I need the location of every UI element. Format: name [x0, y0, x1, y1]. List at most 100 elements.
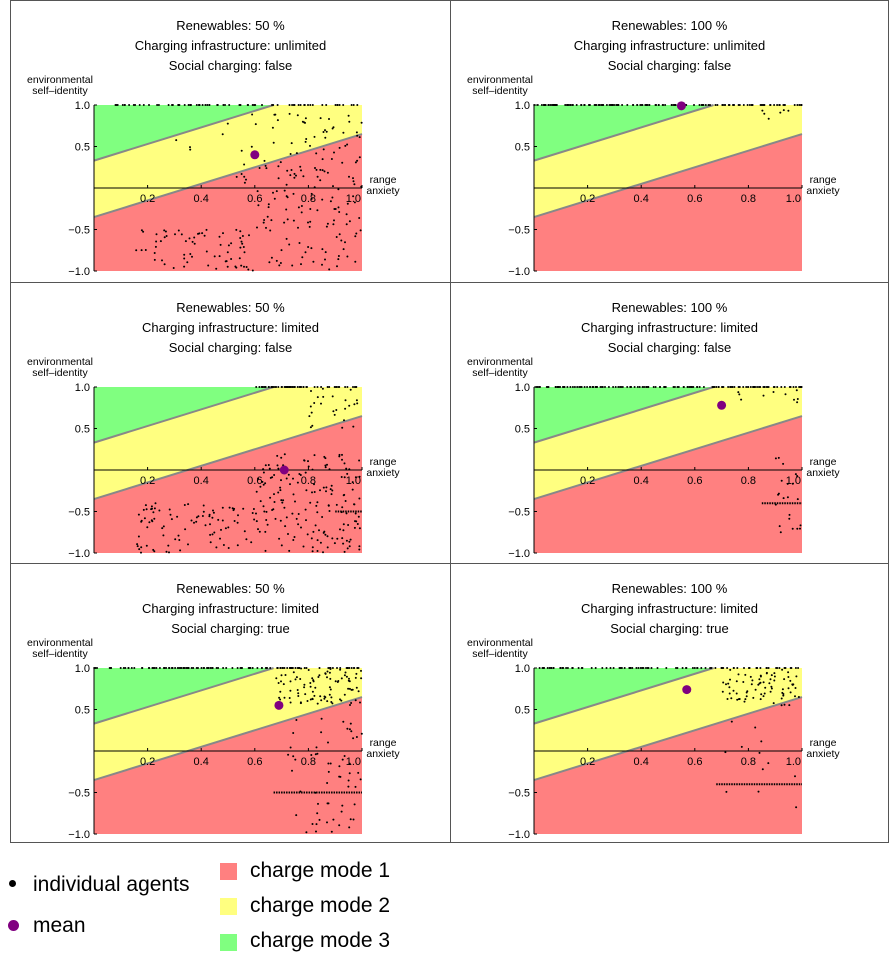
agent-point: [189, 148, 192, 151]
agent-point: [124, 667, 127, 669]
agent-point: [664, 104, 667, 106]
boundary-line: [533, 104, 714, 162]
agent-point: [218, 235, 221, 238]
chart-panel: Renewables: 50 % Charging infrastructure:…: [11, 1, 451, 282]
agent-point: [547, 386, 550, 388]
agent-point: [321, 387, 324, 390]
agent-point: [328, 510, 331, 512]
agent-point: [239, 237, 242, 239]
agent-point: [349, 704, 351, 706]
agent-point: [350, 688, 353, 691]
agent-point: [324, 464, 327, 467]
agent-point: [352, 737, 355, 740]
agent-point: [340, 239, 343, 242]
agent-point: [296, 689, 299, 691]
agent-point: [729, 678, 731, 681]
agent-point: [321, 169, 324, 172]
y-tick-label: 1.0: [515, 382, 530, 394]
agent-point: [545, 386, 548, 388]
scatter-plot: 0.2 0.4 0.6 0.8 1.0 1.0 0.5 −0.5 −1.0 environment…: [27, 356, 400, 560]
agent-point: [320, 717, 323, 720]
agent-point: [773, 104, 776, 106]
agent-point: [311, 104, 314, 106]
agent-point: [348, 404, 351, 407]
agent-point: [144, 249, 147, 251]
agent-point: [137, 513, 140, 516]
agent-point: [346, 143, 349, 146]
agent-point: [235, 175, 238, 178]
agent-point: [740, 398, 743, 401]
agent-point: [278, 264, 281, 267]
mode2-region: [94, 668, 362, 781]
agent-point: [291, 512, 294, 515]
agent-point: [303, 667, 306, 669]
agent-point: [613, 104, 616, 106]
agent-point: [538, 667, 541, 669]
agent-point: [251, 269, 254, 272]
agent-point: [566, 667, 569, 669]
agent-point: [241, 667, 243, 669]
agent-point: [352, 177, 354, 180]
agent-point: [615, 104, 618, 106]
agent-point: [240, 149, 243, 152]
agent-point: [343, 462, 346, 465]
agent-point: [167, 544, 170, 547]
agent-point: [341, 804, 344, 807]
agent-point: [321, 198, 324, 201]
agent-point: [313, 135, 316, 138]
agent-point: [631, 667, 634, 669]
agent-point: [331, 702, 334, 705]
x-tick-label: 0.4: [194, 475, 209, 487]
agent-point: [787, 676, 790, 678]
agent-point: [769, 690, 772, 693]
agent-point: [353, 201, 356, 204]
agent-point: [250, 541, 253, 544]
agent-point: [293, 104, 296, 106]
agent-point: [794, 473, 797, 476]
agent-point: [781, 688, 784, 691]
agent-point: [292, 192, 295, 195]
agent-point: [255, 520, 258, 523]
agent-point: [314, 686, 317, 689]
agent-point: [336, 265, 338, 268]
agent-point: [353, 526, 356, 529]
chart-panel: Renewables: 100 % Charging infrastructure…: [451, 282, 888, 563]
agent-point: [347, 524, 350, 526]
agent-point: [343, 674, 346, 677]
agent-point: [593, 104, 596, 106]
agent-point: [326, 546, 329, 549]
agent-point: [722, 681, 725, 684]
agent-point: [307, 221, 309, 224]
agent-point: [759, 667, 762, 669]
panel-title-line: Renewables: 50 %: [176, 581, 285, 596]
agent-point: [310, 197, 313, 200]
agent-point: [342, 248, 345, 251]
agent-point: [772, 386, 775, 388]
boundary-line: [533, 696, 803, 782]
agent-point: [332, 185, 334, 188]
agent-point: [171, 104, 174, 106]
agent-point: [768, 682, 771, 685]
y-tick-label: −1.0: [508, 266, 530, 278]
agent-point: [779, 531, 782, 534]
agent-point: [276, 119, 279, 122]
agent-point: [336, 667, 338, 669]
agent-point: [183, 265, 186, 268]
agent-point: [348, 677, 350, 680]
x-tick-label: 0.8: [301, 193, 316, 205]
agent-point: [279, 161, 282, 164]
agent-point: [277, 177, 280, 180]
agent-point: [306, 700, 309, 702]
agent-point: [281, 386, 283, 388]
agent-point: [283, 221, 286, 224]
agent-point: [304, 140, 307, 143]
agent-point: [800, 104, 802, 106]
agent-point: [233, 520, 236, 522]
agent-point: [763, 692, 766, 695]
agent-point: [327, 762, 330, 765]
agent-point: [354, 235, 357, 238]
x-tick-label: 0.6: [687, 193, 702, 205]
x-tick-label: 0.4: [634, 193, 649, 205]
agent-point: [319, 179, 322, 182]
agent-point: [729, 668, 732, 671]
